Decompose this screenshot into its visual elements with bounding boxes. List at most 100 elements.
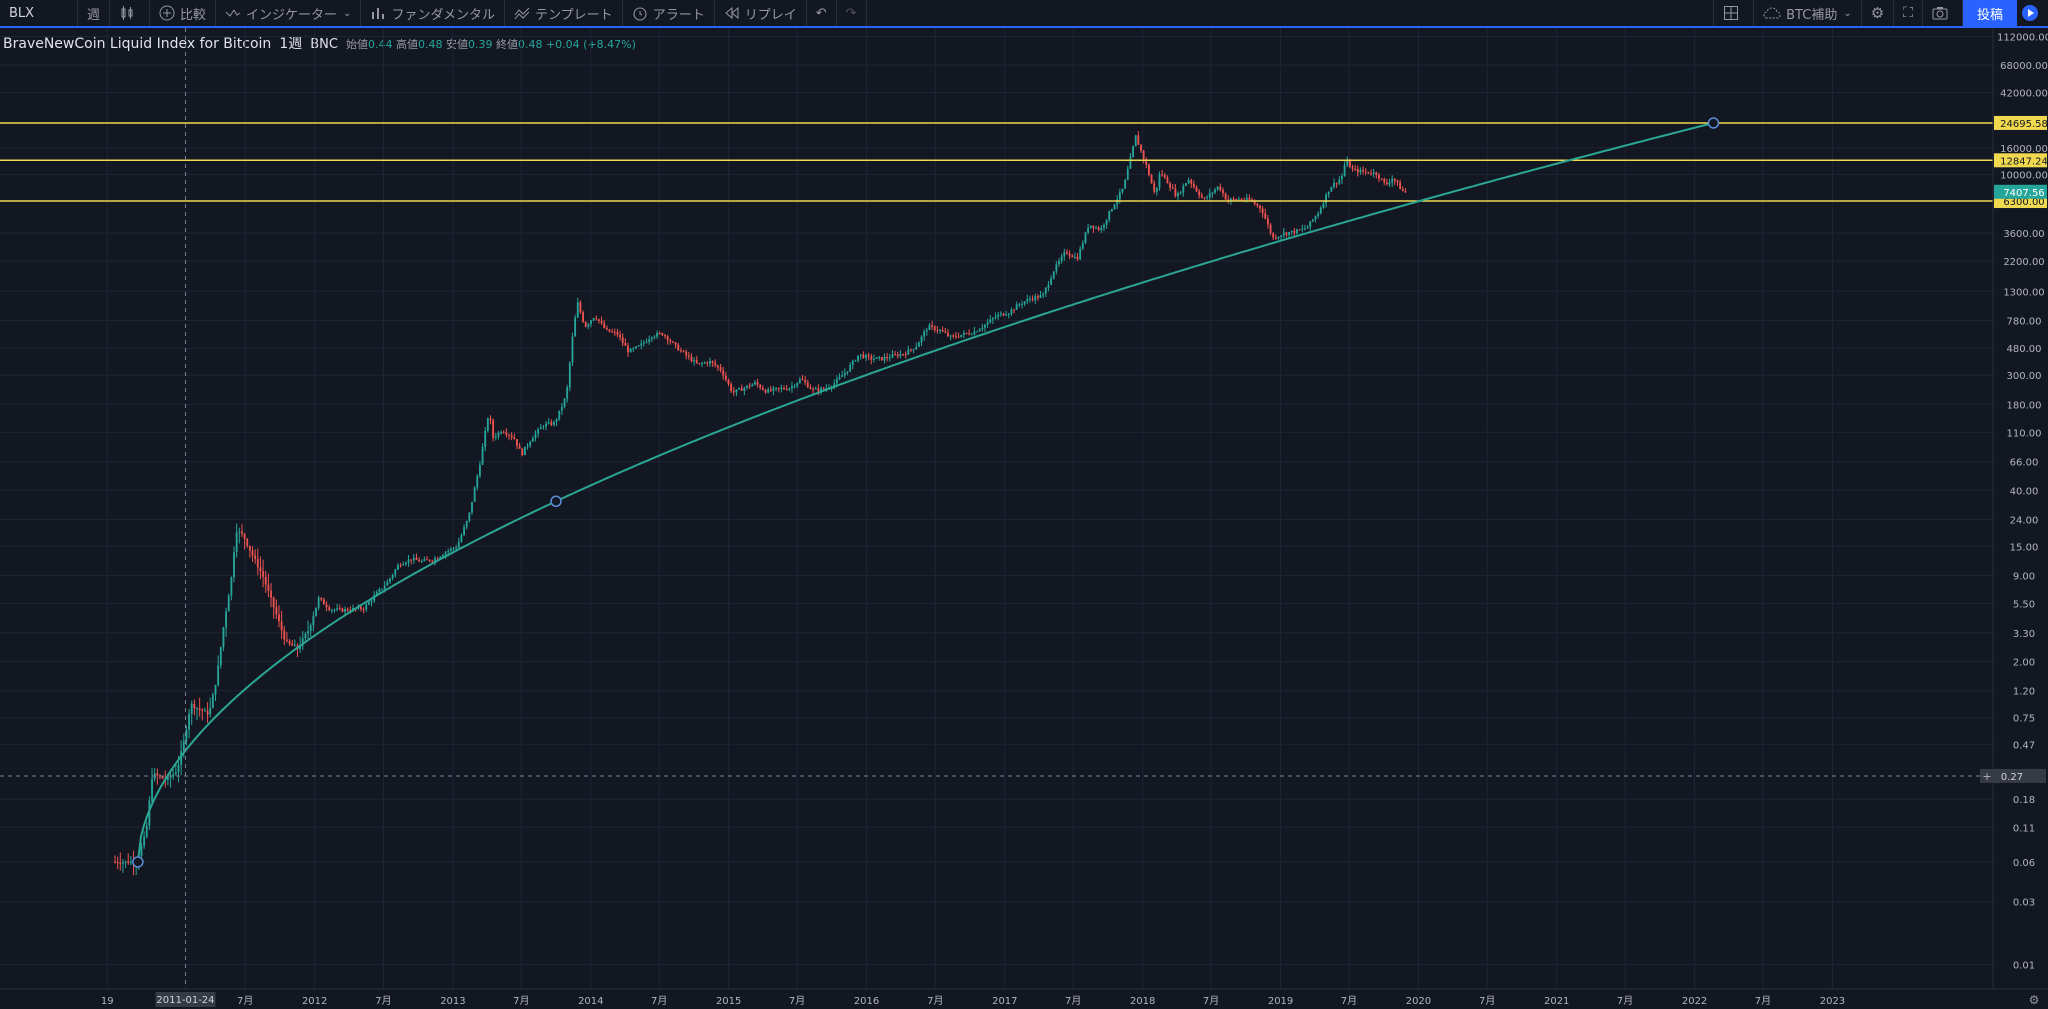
candle-body — [338, 608, 341, 610]
candle-body — [1005, 314, 1008, 316]
candle-body — [325, 604, 328, 608]
candle-body — [444, 552, 447, 556]
candle-body — [513, 437, 516, 440]
settings-button[interactable]: ⚙ — [1862, 0, 1895, 26]
indicators-button[interactable]: インジケーター ⌄ — [216, 0, 362, 26]
candle-body — [360, 606, 362, 609]
candle-body — [809, 387, 812, 390]
candle-body — [629, 348, 632, 353]
alert-button[interactable]: アラート — [623, 0, 715, 26]
candle-body — [219, 647, 222, 666]
candle-body — [188, 713, 190, 730]
candle-body — [1002, 313, 1005, 316]
trend-anchor-handle — [132, 856, 144, 868]
candle-body — [600, 320, 603, 324]
redo-button[interactable]: ↷ — [837, 0, 867, 26]
candle-body — [952, 335, 955, 337]
fullscreen-button[interactable]: ⛶ — [1894, 0, 1923, 26]
candle-body — [1370, 173, 1372, 175]
candle-body — [1311, 219, 1314, 222]
layout-grid-button[interactable] — [1713, 0, 1755, 26]
candle-body — [1293, 230, 1296, 234]
axes: 112000.00 68000.00 42000.00 16000.00 10000.0… — [0, 28, 2048, 1009]
candle-body — [664, 335, 666, 337]
candle-body — [174, 772, 177, 775]
candle-body — [582, 312, 584, 322]
candle-body — [1137, 135, 1140, 145]
drawings — [0, 28, 1993, 989]
candle-body — [1060, 256, 1063, 262]
candle-body — [1375, 172, 1378, 175]
price-chart[interactable]: 112000.00 68000.00 42000.00 16000.00 10000.0… — [0, 28, 2048, 1009]
candle-body — [613, 331, 616, 333]
candles — [114, 131, 1407, 876]
candle-body — [687, 355, 690, 357]
candle-body — [854, 360, 857, 362]
candle-body — [947, 332, 949, 336]
candle-body — [521, 448, 524, 456]
candle-body — [888, 357, 891, 359]
candle-body — [1346, 160, 1349, 166]
fundamentals-button[interactable]: ファンダメンタル — [361, 0, 506, 26]
time-tick-label: 2014 — [578, 996, 603, 1007]
candle-body — [962, 332, 965, 335]
symbol-title: BraveNewCoin Liquid Index for Bitcoin — [3, 36, 272, 52]
compare-button[interactable]: 比較 — [150, 0, 217, 26]
interval-button[interactable]: 週 — [78, 0, 111, 26]
layout-name-button[interactable]: BTC補助 ⌄ — [1754, 0, 1862, 26]
candle-body — [463, 527, 465, 536]
candle-body — [457, 541, 460, 548]
candle-body — [672, 341, 674, 343]
chart-type-button[interactable] — [110, 0, 151, 26]
candle-body — [1378, 174, 1380, 179]
rewind-icon — [724, 6, 739, 20]
candle-body — [1063, 252, 1066, 257]
templates-button[interactable]: テンプレート — [505, 0, 623, 26]
candle-body — [767, 389, 770, 393]
candle-body — [912, 349, 915, 351]
candle-body — [1380, 178, 1383, 180]
candle-body — [603, 323, 606, 328]
price-tick-label: 0.75 — [2013, 714, 2035, 725]
candle-body — [640, 343, 643, 346]
price-tick-label: 0.03 — [2013, 898, 2035, 909]
candle-body — [547, 422, 550, 424]
undo-button[interactable]: ↶ — [807, 0, 837, 26]
time-tick-label: 2013 — [440, 996, 465, 1007]
price-tick-label: 0.18 — [2013, 795, 2035, 806]
candle-body — [1301, 228, 1304, 230]
price-tick-label: 480.00 — [2007, 344, 2042, 355]
replay-button[interactable]: リプレイ — [715, 0, 807, 26]
candle-body — [560, 406, 563, 411]
candle-body — [791, 386, 793, 389]
candle-body — [182, 741, 185, 752]
plus-icon: + — [1982, 770, 1991, 783]
candle-body — [635, 346, 637, 349]
candle-body — [846, 371, 849, 373]
candle-body — [838, 376, 841, 380]
candle-body — [291, 643, 294, 646]
candle-body — [648, 339, 651, 342]
screenshot-button[interactable] — [1923, 0, 1963, 26]
candle-body — [299, 645, 302, 650]
crosshair-time-label: 2011-01-24 — [156, 995, 214, 1006]
candle-body — [333, 609, 336, 611]
candle-body — [915, 346, 918, 350]
time-tick-label: 7月 — [237, 995, 253, 1007]
symbol-search[interactable]: BLX — [0, 0, 78, 26]
candle-body — [288, 640, 291, 644]
play-button[interactable] — [2017, 0, 2048, 26]
open-value: 0.44 — [367, 38, 393, 51]
candle-body — [397, 565, 399, 570]
candle-body — [378, 589, 381, 592]
candle-body — [386, 581, 389, 586]
candle-body — [479, 464, 481, 477]
candle-body — [973, 331, 976, 335]
candle-body — [1185, 183, 1187, 186]
time-axis-panel — [0, 989, 2048, 1009]
post-button[interactable]: 投稿 — [1962, 0, 2017, 26]
candle-body — [1140, 144, 1142, 151]
candle-body — [389, 578, 391, 582]
top-toolbar: BLX 週 比較 インジケーター ⌄ ファンダメンタル テンプレート アラート … — [0, 0, 2048, 28]
candle-body — [1013, 309, 1015, 311]
